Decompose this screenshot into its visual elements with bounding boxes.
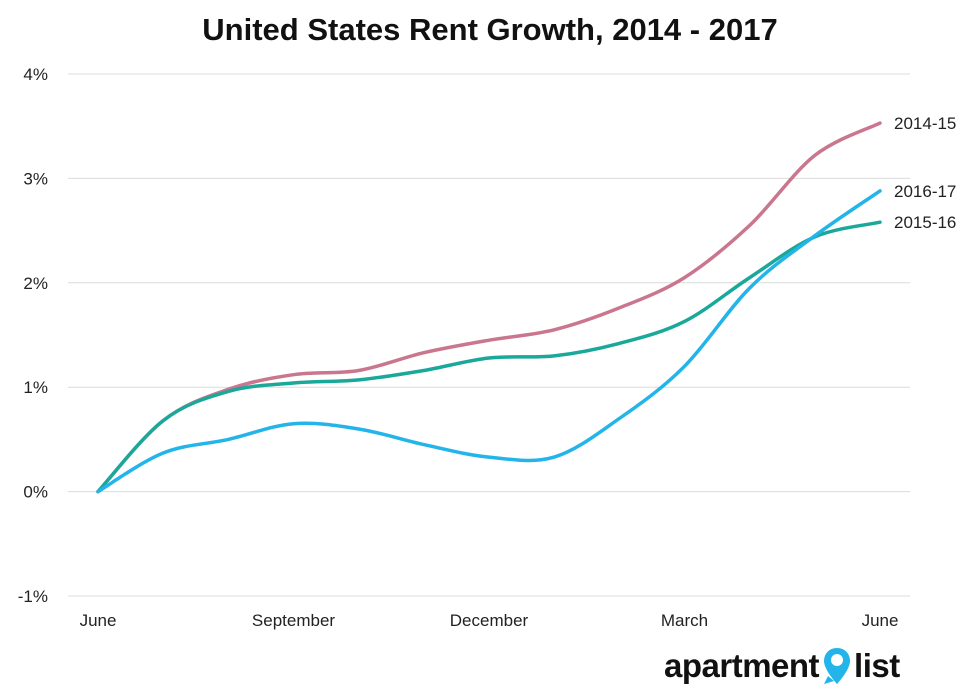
y-tick-label: 0% xyxy=(23,483,48,502)
y-tick-label: -1% xyxy=(18,587,48,606)
series-line-2014-15 xyxy=(96,121,882,494)
y-tick-label: 3% xyxy=(23,169,48,188)
location-pin-icon xyxy=(822,646,852,686)
logo-word-apartment: apartment xyxy=(664,647,820,684)
y-tick-label: 4% xyxy=(23,65,48,84)
series-label-2014-15: 2014-15 xyxy=(894,114,956,133)
chart-title: United States Rent Growth, 2014 - 2017 xyxy=(202,12,778,47)
series-label-2015-16: 2015-16 xyxy=(894,213,956,232)
y-tick-label: 2% xyxy=(23,274,48,293)
series-label-2016-17: 2016-17 xyxy=(894,182,956,201)
x-tick-label: December xyxy=(450,611,529,630)
series-lines xyxy=(96,121,882,494)
series-line-2015-16 xyxy=(96,220,882,494)
x-tick-label: June xyxy=(80,611,117,630)
y-tick-label: 1% xyxy=(23,378,48,397)
series-labels: 2014-15 2016-17 2015-16 xyxy=(894,114,956,232)
gridlines xyxy=(68,73,910,597)
apartment-list-logo: apartment list xyxy=(664,644,900,688)
logo-word-list: list xyxy=(854,647,900,684)
x-tick-label: March xyxy=(661,611,708,630)
x-axis-ticks: June September December March June xyxy=(80,611,899,630)
y-axis-ticks: -1% 0% 1% 2% 3% 4% xyxy=(18,65,48,606)
series-line-2016-17 xyxy=(96,189,882,494)
x-tick-label: June xyxy=(862,611,899,630)
x-tick-label: September xyxy=(252,611,335,630)
